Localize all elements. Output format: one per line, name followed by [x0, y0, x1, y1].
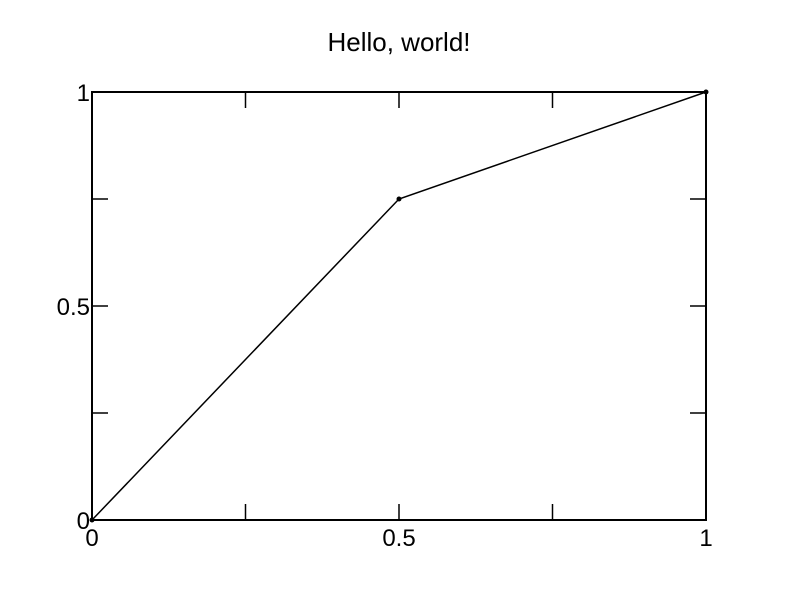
- y-tick-label: 0.5: [57, 294, 90, 321]
- series-line: [91, 91, 707, 521]
- series-group: [89, 89, 709, 523]
- ticks-group: [91, 91, 707, 521]
- x-tick-label: 0: [85, 525, 98, 552]
- plot-frame: [91, 91, 707, 521]
- data-point: [89, 517, 95, 523]
- chart-title: Hello, world!: [327, 27, 470, 57]
- x-tick-label: 0.5: [382, 525, 415, 552]
- tick-labels-group: 0 0.5 1 0 0.5 1: [57, 80, 713, 552]
- x-tick-label: 1: [699, 525, 712, 552]
- data-point: [703, 89, 709, 95]
- data-point: [396, 196, 402, 202]
- y-tick-label: 1: [77, 80, 90, 107]
- y-tick-label: 0: [77, 508, 90, 535]
